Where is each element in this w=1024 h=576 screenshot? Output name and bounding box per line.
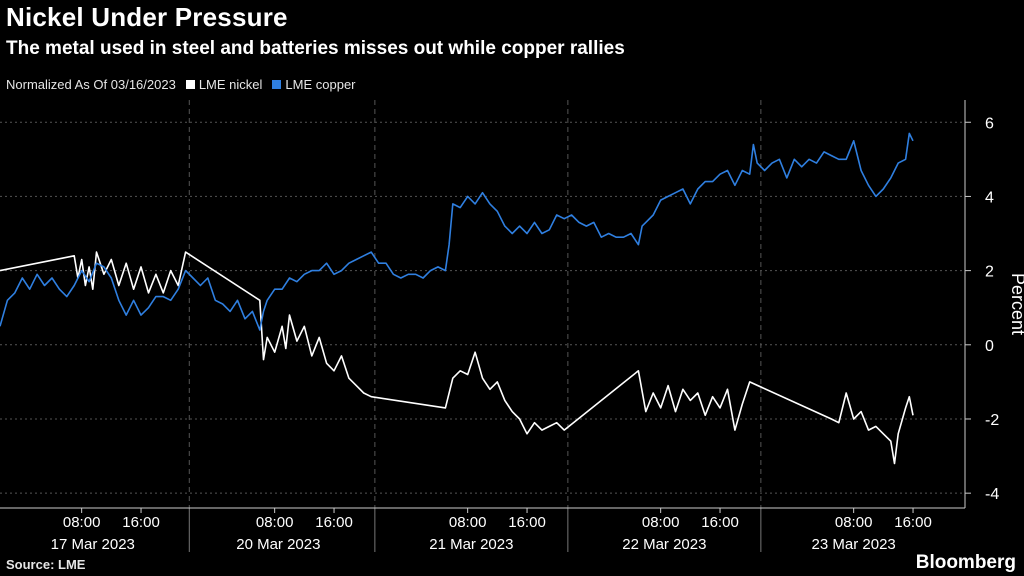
x-tick-label: 16:00 [701, 514, 739, 531]
y-tick-label: 2 [985, 264, 994, 281]
legend-label-nickel: LME nickel [198, 77, 263, 92]
x-tick-label: 16:00 [122, 514, 160, 531]
x-tick-label: 08:00 [63, 514, 101, 531]
source-note: Source: LME [6, 557, 86, 572]
legend-item-copper: LME copper [272, 77, 356, 92]
gridlines [0, 100, 965, 508]
x-day-label: 17 Mar 2023 [51, 536, 135, 553]
x-day-label: 22 Mar 2023 [622, 536, 706, 553]
y-axis-label: Percent [1008, 273, 1024, 335]
x-tick-label: 08:00 [642, 514, 680, 531]
legend-label-copper: LME copper [285, 77, 356, 92]
y-tick-label: -2 [985, 412, 999, 429]
series-layer [0, 132, 914, 465]
x-tick-label: 08:00 [835, 514, 873, 531]
x-day-label: 20 Mar 2023 [236, 536, 320, 553]
chart-subtitle: The metal used in steel and batteries mi… [6, 38, 625, 59]
series-line-nickel [0, 251, 914, 465]
bloomberg-logo: Bloomberg [915, 552, 1016, 573]
x-day-label: 21 Mar 2023 [429, 536, 513, 553]
axes: 6 4 2 0 -2 -4 Percent 08:00 16:00 08:00 16:00 08:00… [0, 100, 1024, 553]
x-tick-label: 08:00 [449, 514, 487, 531]
y-tick-label: 6 [985, 115, 994, 132]
legend-swatch-nickel [185, 80, 195, 89]
y-tick-label: -4 [985, 486, 999, 503]
series-line-copper [0, 132, 914, 331]
legend-note: Normalized As Of 03/16/2023 [6, 77, 176, 92]
x-tick-label: 16:00 [315, 514, 353, 531]
legend-swatch-copper [272, 80, 282, 89]
y-tick-label: 4 [985, 189, 994, 206]
legend-item-nickel: LME nickel [185, 77, 263, 92]
x-day-label: 23 Mar 2023 [812, 536, 896, 553]
chart-title: Nickel Under Pressure [6, 2, 288, 32]
x-tick-label: 08:00 [256, 514, 294, 531]
legend: Normalized As Of 03/16/2023 LME nickel L… [6, 77, 356, 92]
x-tick-label: 16:00 [894, 514, 932, 531]
x-tick-label: 16:00 [508, 514, 546, 531]
y-tick-label: 0 [985, 338, 994, 355]
